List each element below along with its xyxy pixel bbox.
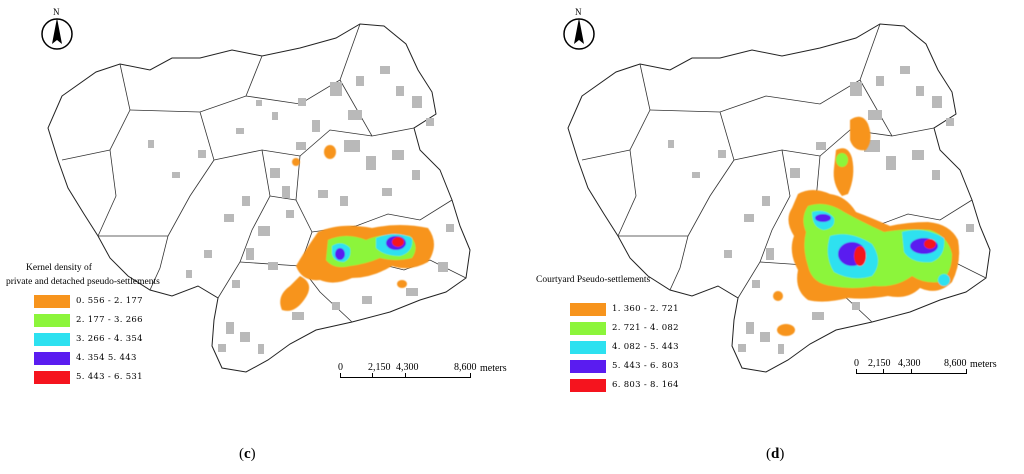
legend-range: 4. 082 - 5. 443	[612, 341, 679, 352]
caption-letter: c	[244, 446, 251, 462]
scale-tick	[340, 373, 341, 378]
caption-c: (c)	[239, 446, 256, 462]
legend-item: 4. 354 5. 443	[34, 351, 137, 365]
north-label: N	[575, 7, 582, 17]
legend-item: 4. 082 - 5. 443	[570, 340, 679, 354]
scale-unit: meters	[480, 363, 507, 374]
scale-tick	[966, 369, 967, 374]
scale-tick	[470, 373, 471, 378]
legend-c: Kernel density of private and detached p…	[6, 263, 206, 399]
legend-swatch	[570, 378, 606, 392]
legend-item: 6. 803 - 8. 164	[570, 378, 679, 392]
legend-title-line1: Courtyard Pseudo-settlements	[536, 275, 651, 285]
legend-item: 5. 443 - 6. 531	[34, 370, 143, 384]
legend-range: 3. 266 - 4. 354	[76, 333, 143, 344]
legend-swatch	[570, 321, 606, 335]
scale-tick	[856, 369, 857, 374]
scale-tick-label: 2,150	[868, 358, 891, 369]
scale-tick-label: 8,600	[454, 362, 477, 373]
scale-tick-label: 2,150	[368, 362, 391, 373]
legend-item: 2. 177 - 3. 266	[34, 313, 143, 327]
legend-item: 5. 443 - 6. 803	[570, 359, 679, 373]
legend-swatch	[34, 351, 70, 365]
scale-tick-label: 4,300	[898, 358, 921, 369]
legend-range: 6. 803 - 8. 164	[612, 379, 679, 390]
map-panel-c: N Kernel density of private and detached…	[6, 7, 510, 462]
scale-bar-d: 0 2,150 4,300 8,600 meters	[852, 358, 1022, 382]
legend-swatch	[570, 359, 606, 373]
legend-item: 3. 266 - 4. 354	[34, 332, 143, 346]
legend-range: 2. 177 - 3. 266	[76, 314, 143, 325]
scale-tick-label: 0	[854, 358, 859, 369]
north-label: N	[53, 7, 60, 17]
legend-title-line2: private and detached pseudo-settlements	[6, 277, 160, 287]
legend-range: 2. 721 - 4. 082	[612, 322, 679, 333]
legend-d: Courtyard Pseudo-settlements 1. 360 - 2.…	[536, 275, 736, 396]
scale-tick	[372, 373, 373, 378]
legend-range: 0. 556 - 2. 177	[76, 295, 143, 306]
legend-swatch	[34, 294, 70, 308]
scale-tick	[883, 369, 884, 374]
density-surface-c	[280, 145, 434, 311]
legend-swatch	[34, 332, 70, 346]
scale-unit: meters	[970, 359, 997, 370]
scale-tick	[911, 369, 912, 374]
legend-title-line1: Kernel density of	[26, 263, 92, 273]
density-surface-d	[773, 116, 960, 336]
legend-swatch	[570, 302, 606, 316]
map-panel-d: N Courtyard Pseudo-settlements 1. 360 - …	[512, 0, 1024, 474]
legend-range: 5. 443 - 6. 803	[612, 360, 679, 371]
caption-d: (d)	[766, 446, 785, 462]
legend-swatch	[34, 370, 70, 384]
scale-bar-c: 0 2,150 4,300 8,600 meters	[330, 362, 510, 386]
map-canvas-d	[567, 23, 991, 373]
urban-patches	[148, 66, 454, 354]
legend-swatch	[570, 340, 606, 354]
legend-range: 4. 354 5. 443	[76, 352, 137, 363]
legend-range: 5. 443 - 6. 531	[76, 371, 143, 382]
scale-tick	[405, 373, 406, 378]
scale-tick-label: 8,600	[944, 358, 967, 369]
legend-item: 1. 360 - 2. 721	[570, 302, 679, 316]
north-arrow-icon	[41, 18, 73, 50]
north-arrow-icon	[563, 18, 595, 50]
legend-item: 0. 556 - 2. 177	[34, 294, 143, 308]
scale-tick-label: 4,300	[396, 362, 419, 373]
urban-patches	[668, 66, 974, 354]
legend-item: 2. 721 - 4. 082	[570, 321, 679, 335]
map-canvas-c	[47, 23, 471, 373]
legend-swatch	[34, 313, 70, 327]
scale-tick-label: 0	[338, 362, 343, 373]
caption-letter: d	[771, 446, 780, 462]
legend-range: 1. 360 - 2. 721	[612, 303, 679, 314]
